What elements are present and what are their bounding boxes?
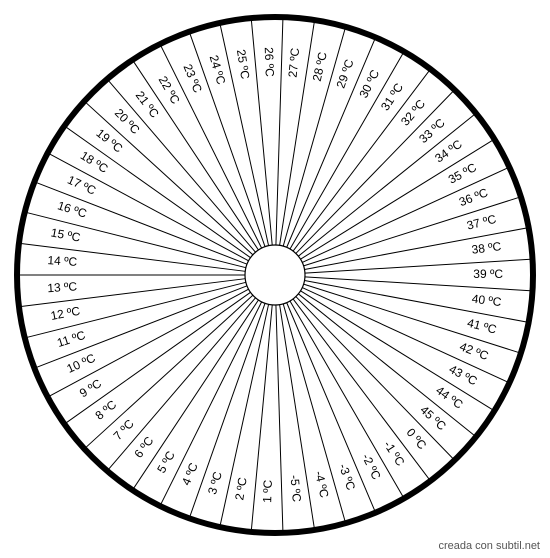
sector-label: 27 ºC (286, 47, 303, 78)
temperature-dial: 14 ºC15 ºC16 ºC17 ºC18 ºC19 ºC20 ºC21 ºC… (0, 0, 550, 558)
sector-label: 14 ºC (47, 253, 78, 269)
inner-hub (245, 245, 305, 305)
sector-label: 26 ºC (262, 47, 277, 77)
sector-label: 1 ºC (260, 479, 275, 503)
sector-label: 39 ºC (473, 267, 503, 281)
credit-footer: creada con subtil.net (438, 540, 540, 552)
sector-label: 13 ºC (47, 279, 78, 295)
sector-label: -5 ºC (287, 474, 303, 503)
